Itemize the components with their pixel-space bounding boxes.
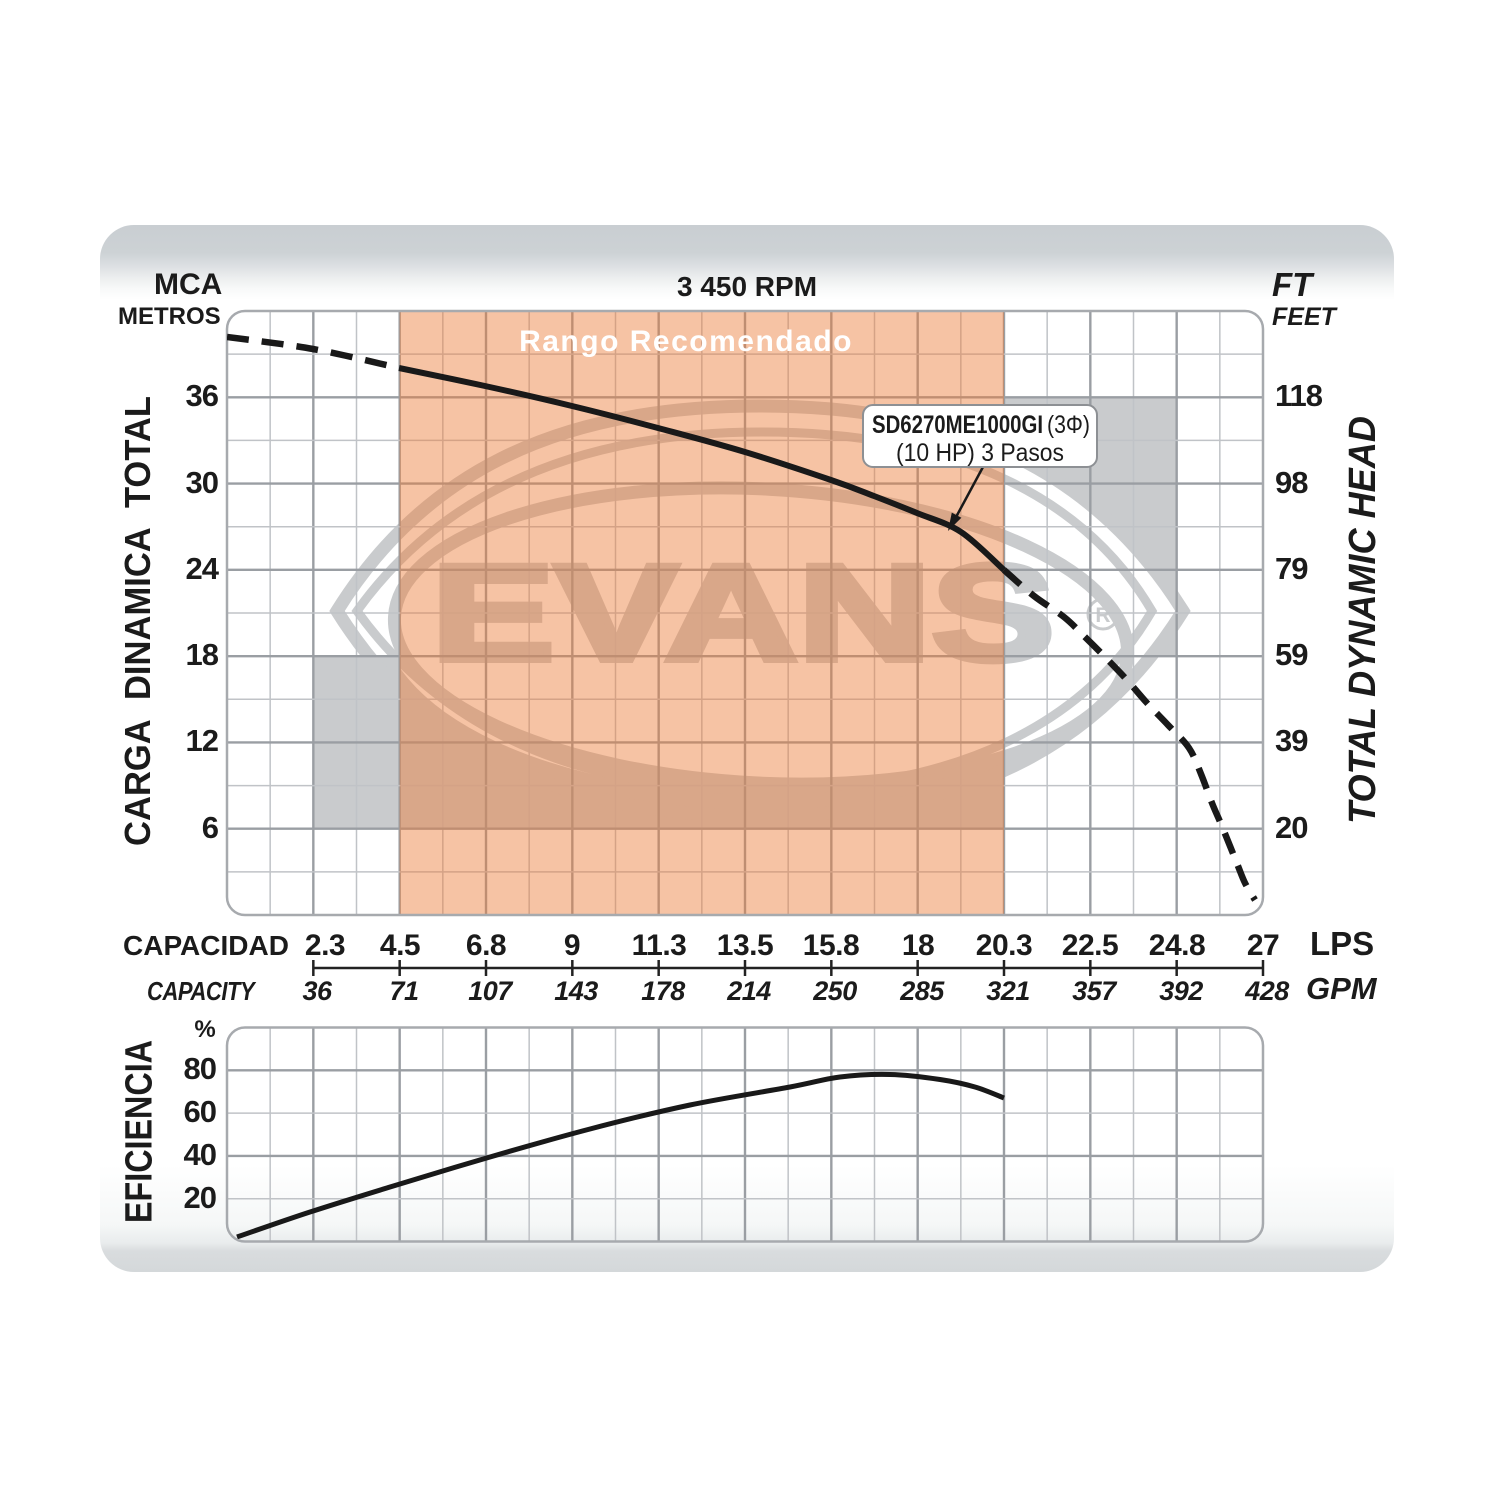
svg-text:Rango Recomendado: Rango Recomendado (519, 325, 853, 358)
svg-text:(10 HP) 3 Pasos: (10 HP) 3 Pasos (896, 439, 1064, 467)
svg-text:R: R (1095, 604, 1110, 627)
svg-text:(3Φ): (3Φ) (1047, 411, 1090, 439)
svg-text:SD6270ME1000GI: SD6270ME1000GI (872, 411, 1043, 439)
